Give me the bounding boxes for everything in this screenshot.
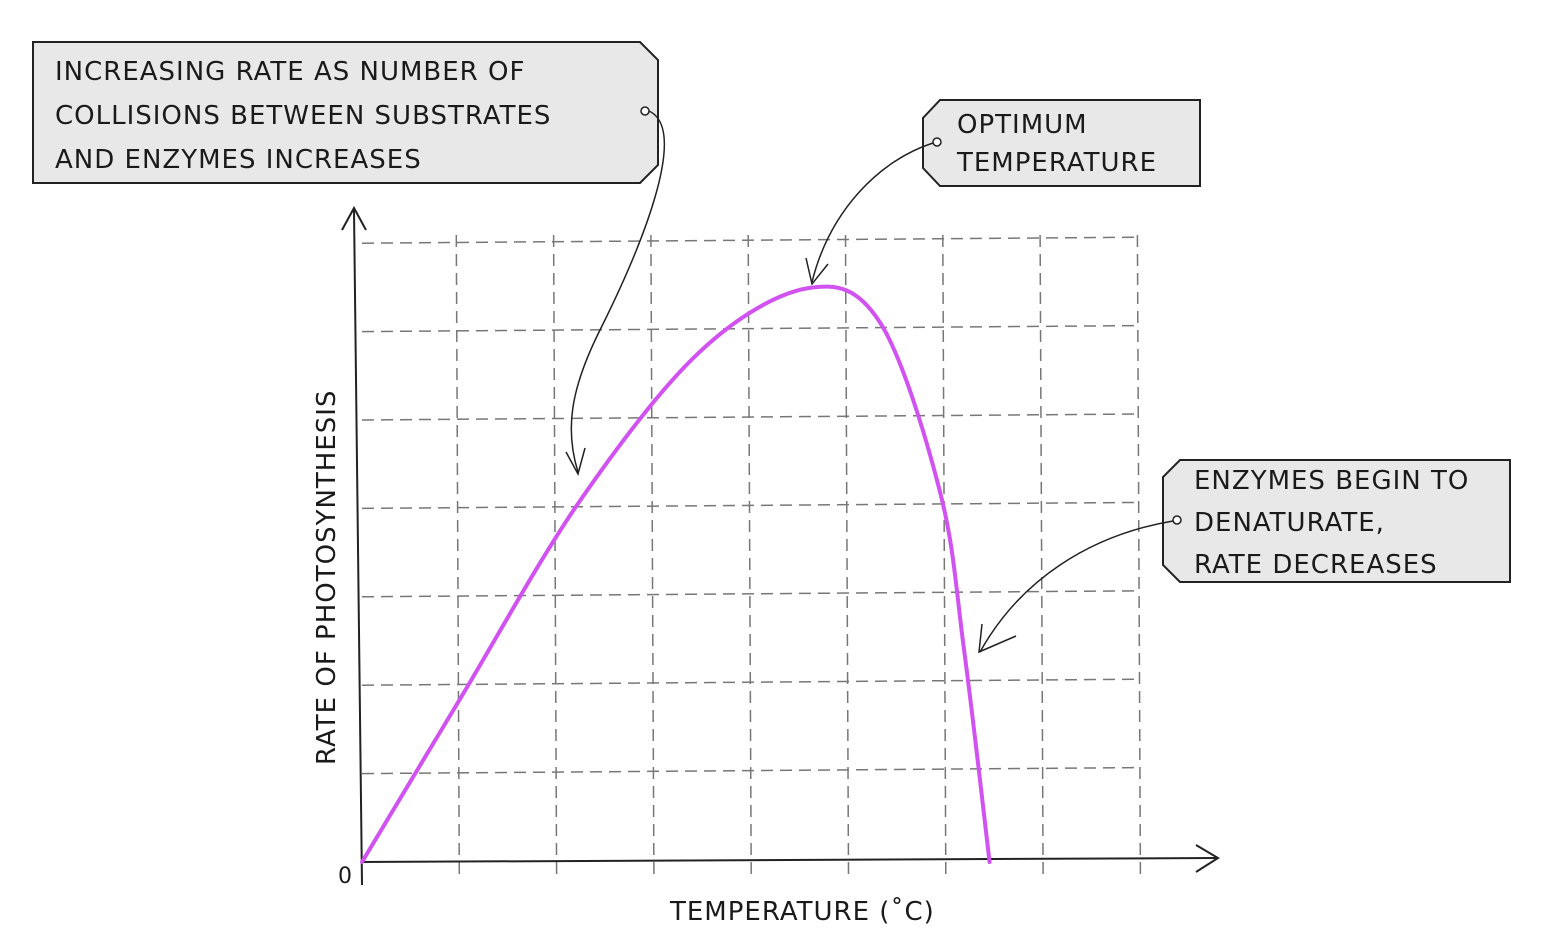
y-axis-label: RATE OF PHOTOSYNTHESIS — [312, 390, 342, 765]
pin-icon — [932, 137, 942, 147]
arrowhead-icon — [805, 257, 829, 286]
annotation-increasing-rate: INCREASING RATE AS NUMBER OF COLLISIONS … — [32, 41, 665, 477]
arrowhead-icon — [565, 447, 586, 477]
grid-line-horizontal — [361, 324, 1141, 333]
annotation-box — [32, 41, 659, 184]
series-line — [360, 284, 992, 864]
arrow — [979, 520, 1174, 653]
grid-line-vertical — [1136, 234, 1142, 875]
x-axis-arrow — [1195, 844, 1220, 873]
x-axis-label: TEMPERATURE (˚C) — [669, 897, 935, 927]
y-axis-arrow — [341, 205, 367, 231]
grid-line-horizontal — [361, 678, 1141, 686]
arrowhead-icon — [978, 623, 1017, 654]
grid-line-vertical — [455, 234, 461, 875]
annotation-text: COLLISIONS BETWEEN SUBSTRATES — [55, 101, 551, 131]
arrow — [570, 110, 665, 473]
pin-icon — [640, 106, 650, 116]
grid-line-horizontal — [361, 413, 1141, 421]
annotation-box — [922, 99, 1201, 187]
annotation-text: AND ENZYMES INCREASES — [55, 145, 422, 175]
grid-line-vertical — [747, 234, 752, 875]
grid-line-vertical — [844, 234, 850, 875]
grid-line-vertical — [1039, 234, 1044, 875]
annotation-text: RATE DECREASES — [1194, 550, 1438, 580]
annotation-box — [1162, 459, 1511, 583]
grid — [361, 234, 1142, 875]
grid-line-vertical — [942, 234, 947, 875]
grid-line-vertical — [650, 234, 655, 875]
axes — [341, 205, 1220, 886]
pin-icon — [1172, 515, 1182, 525]
arrow — [811, 142, 934, 283]
grid-line-horizontal — [361, 590, 1141, 598]
annotation-denature: ENZYMES BEGIN TO DENATURATE, RATE DECREA… — [978, 459, 1511, 654]
origin-label: 0 — [338, 864, 353, 889]
grid-line-horizontal — [361, 766, 1141, 775]
x-axis — [361, 857, 1217, 863]
y-axis — [353, 209, 363, 886]
annotation-text: ENZYMES BEGIN TO — [1194, 466, 1469, 496]
annotation-text: TEMPERATURE — [956, 148, 1157, 178]
grid-line-horizontal — [361, 236, 1141, 244]
annotation-text: OPTIMUM — [957, 110, 1088, 140]
annotation-optimum: OPTIMUM TEMPERATURE — [805, 99, 1201, 286]
grid-line-horizontal — [361, 501, 1141, 510]
annotation-text: DENATURATE, — [1194, 508, 1385, 538]
grid-line-vertical — [552, 234, 558, 875]
annotation-text: INCREASING RATE AS NUMBER OF — [55, 57, 525, 87]
